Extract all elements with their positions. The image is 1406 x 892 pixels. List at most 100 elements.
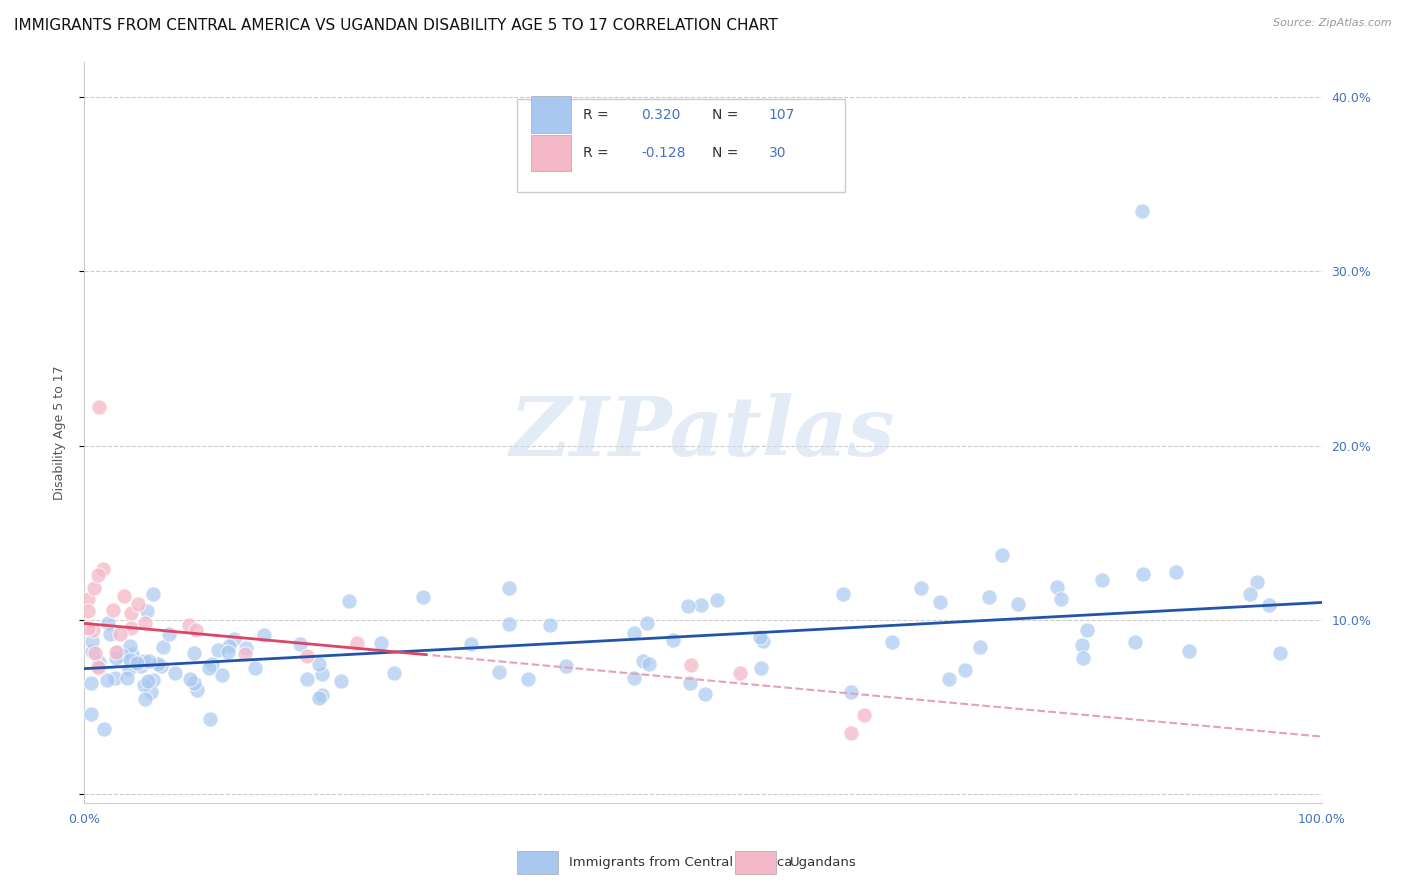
Point <box>290 637 312 651</box>
Text: 30: 30 <box>769 146 786 161</box>
Text: 107: 107 <box>769 108 794 121</box>
Point <box>82 624 104 638</box>
Point <box>243 661 266 675</box>
Text: N =: N = <box>711 108 738 121</box>
Point <box>295 648 318 663</box>
Point <box>311 688 333 702</box>
Point <box>938 672 960 686</box>
Point <box>1178 644 1201 658</box>
FancyBboxPatch shape <box>531 96 571 133</box>
Point <box>706 593 728 607</box>
Point <box>253 627 276 641</box>
Point <box>120 621 142 635</box>
Text: -0.128: -0.128 <box>641 146 686 161</box>
Point <box>679 658 702 673</box>
Point <box>218 639 240 653</box>
Point <box>235 641 257 656</box>
Point <box>638 657 661 671</box>
Point <box>211 667 233 681</box>
Point <box>217 645 239 659</box>
Point <box>107 645 129 659</box>
Point <box>80 706 103 721</box>
Point <box>631 654 654 668</box>
Point <box>87 568 110 582</box>
Point <box>308 657 330 672</box>
Point <box>179 673 201 687</box>
Point <box>198 712 221 726</box>
Point <box>1258 598 1281 612</box>
Point <box>852 707 875 722</box>
Point <box>96 673 118 687</box>
Point <box>749 630 772 644</box>
Point <box>676 599 699 614</box>
Point <box>460 637 482 651</box>
Point <box>111 648 134 663</box>
Point <box>200 657 222 672</box>
Point <box>142 673 165 687</box>
Point <box>84 646 107 660</box>
Point <box>108 627 131 641</box>
Point <box>87 660 110 674</box>
Point <box>83 581 105 595</box>
Point <box>138 654 160 668</box>
Point <box>93 722 115 736</box>
Point <box>82 644 104 658</box>
Point <box>141 684 163 698</box>
Point <box>1246 575 1268 590</box>
Text: Ugandans: Ugandans <box>790 856 856 869</box>
Point <box>728 665 751 680</box>
Point <box>555 659 578 673</box>
Point <box>538 618 561 632</box>
Point <box>120 606 142 620</box>
Point <box>751 634 773 648</box>
Point <box>1164 565 1187 579</box>
Point <box>127 656 149 670</box>
Point <box>979 591 1001 605</box>
Point <box>516 672 538 686</box>
Point <box>679 676 702 690</box>
Point <box>1270 647 1292 661</box>
Point <box>105 645 128 659</box>
Point <box>177 617 200 632</box>
Point <box>118 662 141 676</box>
Point <box>233 648 256 662</box>
Point <box>991 548 1014 562</box>
Point <box>498 617 520 632</box>
Point <box>1007 597 1029 611</box>
Point <box>1050 591 1073 606</box>
Point <box>135 603 157 617</box>
Point <box>412 590 434 604</box>
Point <box>224 632 246 647</box>
Point <box>1132 567 1154 582</box>
Point <box>120 639 142 653</box>
Point <box>157 627 180 641</box>
Text: Immigrants from Central America: Immigrants from Central America <box>569 856 793 869</box>
Point <box>207 642 229 657</box>
Point <box>184 624 207 638</box>
Point <box>197 661 219 675</box>
Point <box>79 675 101 690</box>
Point <box>112 589 135 603</box>
Text: 0.320: 0.320 <box>641 108 681 121</box>
Point <box>142 587 165 601</box>
Point <box>120 653 142 667</box>
Point <box>97 615 120 630</box>
Point <box>1071 638 1094 652</box>
Point <box>104 671 127 685</box>
Text: IMMIGRANTS FROM CENTRAL AMERICA VS UGANDAN DISABILITY AGE 5 TO 17 CORRELATION CH: IMMIGRANTS FROM CENTRAL AMERICA VS UGAND… <box>14 18 778 33</box>
Point <box>183 676 205 690</box>
Point <box>132 678 155 692</box>
Point <box>623 671 645 685</box>
Point <box>136 674 159 689</box>
Text: N =: N = <box>711 146 738 161</box>
Point <box>80 634 103 648</box>
Point <box>498 581 520 595</box>
Point <box>152 640 174 654</box>
Point <box>295 672 318 686</box>
FancyBboxPatch shape <box>531 135 571 171</box>
Point <box>89 401 111 415</box>
Point <box>841 726 863 740</box>
Point <box>637 615 659 630</box>
Point <box>311 666 333 681</box>
Point <box>953 663 976 677</box>
